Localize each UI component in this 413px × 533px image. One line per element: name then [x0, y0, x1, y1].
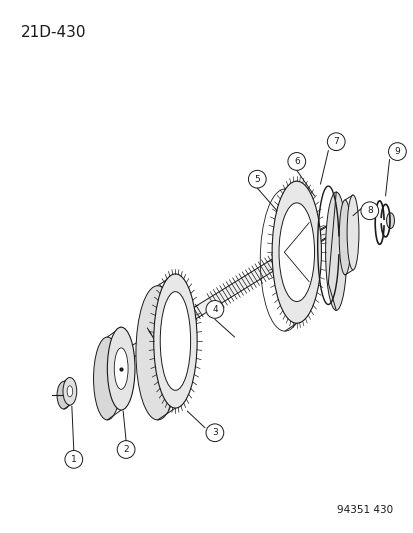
Text: 9: 9 — [394, 147, 399, 156]
Ellipse shape — [114, 348, 128, 389]
Circle shape — [206, 424, 223, 442]
Ellipse shape — [271, 181, 320, 323]
Ellipse shape — [93, 337, 121, 420]
Text: 3: 3 — [211, 428, 217, 437]
Ellipse shape — [107, 327, 135, 410]
Ellipse shape — [325, 192, 346, 310]
Text: 2: 2 — [123, 445, 128, 454]
Ellipse shape — [338, 200, 350, 275]
Text: 94351 430: 94351 430 — [337, 505, 392, 515]
Polygon shape — [111, 215, 349, 367]
Text: 21D-430: 21D-430 — [21, 25, 86, 41]
Circle shape — [287, 152, 305, 171]
Circle shape — [248, 171, 266, 188]
Ellipse shape — [57, 382, 71, 409]
Ellipse shape — [67, 386, 72, 397]
Ellipse shape — [135, 286, 179, 420]
Text: 6: 6 — [293, 157, 299, 166]
Text: 4: 4 — [211, 305, 217, 314]
Text: 7: 7 — [332, 137, 338, 146]
Circle shape — [387, 143, 405, 160]
Circle shape — [117, 441, 135, 458]
Ellipse shape — [386, 213, 394, 229]
Ellipse shape — [278, 203, 314, 302]
Text: 5: 5 — [254, 175, 259, 184]
Ellipse shape — [63, 377, 76, 405]
Ellipse shape — [160, 292, 190, 390]
Text: 1: 1 — [71, 455, 76, 464]
Ellipse shape — [153, 274, 197, 408]
Text: 8: 8 — [366, 206, 372, 215]
Ellipse shape — [346, 195, 358, 270]
Circle shape — [327, 133, 344, 151]
Circle shape — [206, 301, 223, 318]
Circle shape — [360, 202, 378, 220]
Circle shape — [65, 450, 83, 469]
